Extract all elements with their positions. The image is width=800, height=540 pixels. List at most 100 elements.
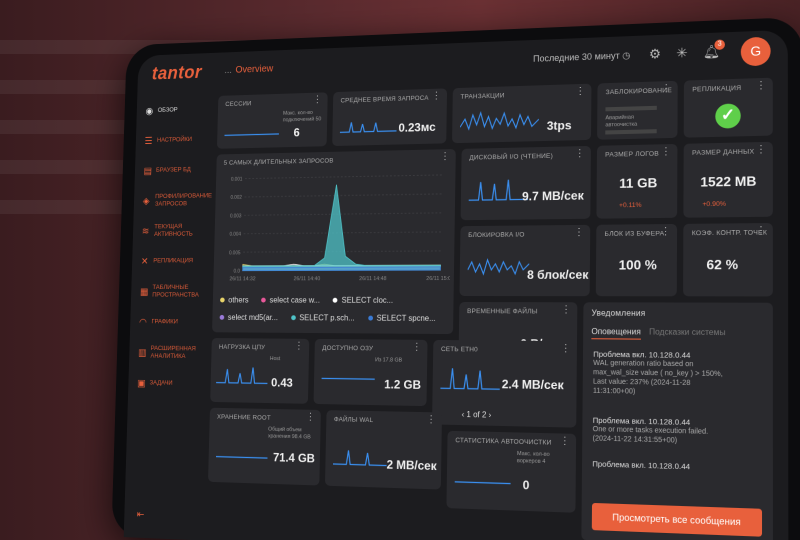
chart-icon: ◠ xyxy=(139,317,152,328)
card-buffer-hit[interactable]: Блок из буфера ⋮ 100 % xyxy=(596,224,677,296)
network-icon[interactable]: ✳ xyxy=(674,45,691,62)
card-autovacuum[interactable]: Статистика автоочистки ⋮ Макс. кол-во во… xyxy=(446,431,576,513)
more-icon[interactable]: ⋮ xyxy=(440,154,450,160)
tab-alerts[interactable]: Оповещения xyxy=(591,327,640,340)
more-icon[interactable]: ⋮ xyxy=(574,230,584,236)
card-replication[interactable]: Репликация ⋮ ✓ xyxy=(684,78,773,138)
more-icon[interactable]: ⋮ xyxy=(575,151,585,157)
legend-item[interactable]: SELECT cloc... xyxy=(333,296,393,305)
more-icon[interactable]: ⋮ xyxy=(661,149,671,155)
sidebar-item-6[interactable]: ▦ Табличные пространства xyxy=(131,276,210,307)
view-all-messages-button[interactable]: Просмотреть все сообщения xyxy=(592,503,762,537)
card-title: Статистика автоочистки xyxy=(455,437,551,447)
series-area-5 xyxy=(243,267,441,271)
notification-item[interactable]: Проблема вкл. 10.128.0.44 One or more ta… xyxy=(593,416,709,447)
card-value: 0.43 xyxy=(271,376,293,390)
notification-badge: 3 xyxy=(714,39,725,50)
more-icon[interactable]: ⋮ xyxy=(661,86,671,92)
more-icon[interactable]: ⋮ xyxy=(560,439,570,445)
card-transactions[interactable]: Транзакции ⋮ 3tps xyxy=(452,84,591,144)
card-data-size[interactable]: Размер данных ⋮ 1522 MB +0.90% xyxy=(683,142,772,218)
more-icon[interactable]: ⋮ xyxy=(561,307,571,313)
sidebar-item-9[interactable]: ▣ Задачи xyxy=(128,368,207,400)
sidebar-item-0[interactable]: ◉ Обзор xyxy=(136,94,214,126)
legend-item[interactable]: select case w... xyxy=(261,296,320,305)
card-locks[interactable]: Заблокирование ⋮ Аварийная автоочистка xyxy=(597,81,678,140)
sidebar-item-2[interactable]: ▤ Браузер БД xyxy=(135,155,214,187)
more-icon[interactable]: ⋮ xyxy=(306,415,316,421)
sidebar-item-label: Графики xyxy=(151,318,178,326)
more-icon[interactable]: ⋮ xyxy=(575,89,585,95)
tablespace-icon: ▦ xyxy=(140,287,153,297)
card-mem-free[interactable]: Доступно ОЗУ ⋮ Из 17.8 GB 1.2 GB xyxy=(314,339,428,406)
more-icon[interactable]: ⋮ xyxy=(756,228,767,234)
collapse-sidebar-icon[interactable]: ⇤ xyxy=(137,509,145,520)
tab-system-hints[interactable]: Подсказки системы xyxy=(649,327,726,340)
more-icon[interactable]: ⋮ xyxy=(561,346,571,352)
more-icon[interactable]: ⋮ xyxy=(426,417,436,423)
legend-label: SELECT cloc... xyxy=(342,296,394,305)
time-range-selector[interactable]: Последние 30 минут ◷ xyxy=(533,50,630,65)
card-title: Файлы WAL xyxy=(334,416,373,424)
more-icon[interactable]: ⋮ xyxy=(431,93,441,99)
card-sub: Host xyxy=(270,356,281,363)
card-log-size[interactable]: Размер логов ⋮ 11 GB +0.11% xyxy=(596,144,677,219)
card-io-blocks[interactable]: Блокировка I/O ⋮ 8 блок/сек xyxy=(459,225,590,296)
card-value: 8 блок/сек xyxy=(527,268,588,282)
chevron-right-icon[interactable]: › xyxy=(489,410,492,419)
more-icon[interactable]: ⋮ xyxy=(412,345,422,351)
card-checkpoint[interactable]: Коэф. контр. точек ⋮ 62 % xyxy=(683,223,773,296)
sidebar-item-3[interactable]: ◈ Профилирование запросов xyxy=(134,185,213,216)
card-root-storage[interactable]: Хранение ROOT ⋮ Общий объем хранения 98.… xyxy=(208,408,321,486)
more-icon[interactable]: ⋮ xyxy=(313,97,322,103)
sidebar-item-1[interactable]: ☰ Настройки xyxy=(135,124,214,156)
card-value: 1522 MB xyxy=(700,173,756,189)
card-network[interactable]: Сеть Eth0 ⋮ 2.4 MB/сек ‹ 1 of 2 › xyxy=(432,340,577,428)
legend-item[interactable]: SELECT p.sch... xyxy=(291,313,355,322)
sidebar-item-8[interactable]: ▥ Расширенная аналитика xyxy=(129,337,208,369)
card-value: 2.4 MB/сек xyxy=(502,377,564,392)
card-value: 6 xyxy=(293,126,299,140)
sparkline xyxy=(216,361,268,389)
check-icon: ✓ xyxy=(715,103,740,128)
sidebar-item-5[interactable]: ✕ Репликация xyxy=(132,246,211,277)
series-area-4 xyxy=(243,183,442,271)
breadcrumb[interactable]: ... Overview xyxy=(224,64,273,76)
card-avg-query[interactable]: Среднее время запроса ⋮ 0.23мс xyxy=(332,88,447,146)
more-icon[interactable]: ⋮ xyxy=(660,229,670,235)
y-tick-label: 0.003 xyxy=(230,213,242,219)
more-icon[interactable]: ⋮ xyxy=(294,344,303,350)
sidebar-item-7[interactable]: ◠ Графики xyxy=(130,307,209,338)
bell-icon[interactable]: 🔔︎ 3 xyxy=(703,44,720,61)
card-sessions[interactable]: Сессии ⋮ Макс. кол-во подключений 50 6 xyxy=(217,92,328,148)
card-title: Размер данных xyxy=(692,148,754,157)
legend-item[interactable]: select md5(ar... xyxy=(220,313,278,322)
notification-item[interactable]: Проблема вкл. 10.128.0.44 WAL generation… xyxy=(593,350,723,399)
app-logo[interactable]: tantor xyxy=(152,63,203,85)
gear-icon[interactable]: ⚙ xyxy=(647,46,664,63)
card-title: Сессии xyxy=(225,100,251,107)
analytics-icon: ▥ xyxy=(138,347,151,358)
sidebar-item-label: Обзор xyxy=(158,107,178,115)
card-wal-files[interactable]: Файлы WAL ⋮ 2 MB/сек xyxy=(325,410,442,489)
chevron-left-icon[interactable]: ‹ xyxy=(462,410,465,419)
card-cpu[interactable]: Нагрузка ЦПУ ⋮ Host 0.43 xyxy=(210,338,309,404)
chart-legend-row-2: select md5(ar... SELECT p.sch... SELECT sp… xyxy=(220,313,436,323)
legend-swatch xyxy=(220,315,225,320)
legend-swatch xyxy=(368,316,373,321)
more-icon[interactable]: ⋮ xyxy=(756,83,767,90)
card-title: Доступно ОЗУ xyxy=(322,345,373,352)
card-top-queries[interactable]: 5 самых длительных запросов ⋮ 0.0 0.005 0.… xyxy=(212,149,456,334)
notification-item[interactable]: Проблема вкл. 10.128.0.44 xyxy=(592,459,690,471)
legend-item[interactable]: SELECT spcne... xyxy=(368,314,436,323)
breadcrumb-menu[interactable]: ... xyxy=(224,65,232,76)
more-icon[interactable]: ⋮ xyxy=(756,147,767,153)
notification-tabs: Оповещения Подсказки системы xyxy=(591,327,725,340)
sidebar-item-label: Расширенная аналитика xyxy=(150,345,204,361)
legend-item[interactable]: others xyxy=(220,296,249,305)
card-disk-io[interactable]: Дисковый I/O (Чтение) ⋮ 9.7 MB/сек xyxy=(461,146,591,220)
avatar[interactable]: G xyxy=(741,37,771,67)
sidebar-item-4[interactable]: ≋ Текущая активность xyxy=(133,215,212,246)
circle-icon: ◉ xyxy=(145,106,158,117)
